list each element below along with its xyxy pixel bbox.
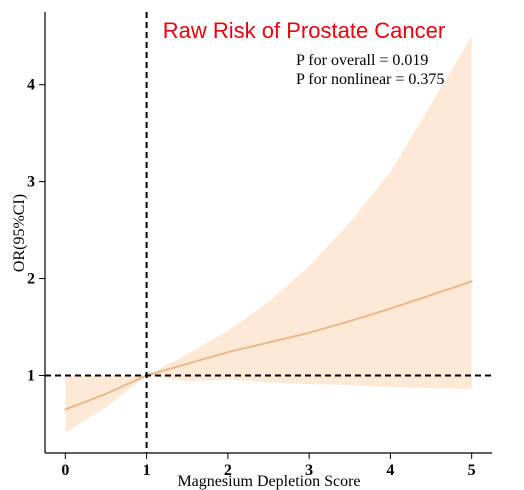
chart-title: Raw Risk of Prostate Cancer bbox=[163, 18, 445, 43]
annotation-p-overall: P for overall = 0.019 bbox=[296, 52, 428, 69]
x-tick-label: 4 bbox=[386, 462, 394, 479]
x-tick-label: 0 bbox=[61, 462, 69, 479]
axes: 0 1 2 3 4 5 1 2 3 4 bbox=[27, 12, 492, 479]
confidence-band bbox=[65, 36, 472, 433]
x-tick-label: 3 bbox=[305, 462, 313, 479]
or-curve bbox=[64, 280, 473, 411]
y-tick-label: 1 bbox=[27, 367, 35, 384]
x-tick-label: 5 bbox=[468, 462, 476, 479]
x-tick-label: 1 bbox=[143, 462, 151, 479]
x-axis-label: Magnesium Depletion Score bbox=[177, 473, 360, 490]
y-tick-label: 2 bbox=[27, 271, 35, 288]
annotation-p-nonlinear: P for nonlinear = 0.375 bbox=[296, 71, 444, 88]
y-tick-label: 4 bbox=[27, 77, 35, 94]
chart-text: Raw Risk of Prostate Cancer P for overal… bbox=[11, 18, 445, 490]
y-axis-label: OR(95%CI) bbox=[11, 194, 28, 272]
plot-area bbox=[45, 12, 492, 453]
x-tick-label: 2 bbox=[224, 462, 232, 479]
y-tick-label: 3 bbox=[27, 174, 35, 191]
